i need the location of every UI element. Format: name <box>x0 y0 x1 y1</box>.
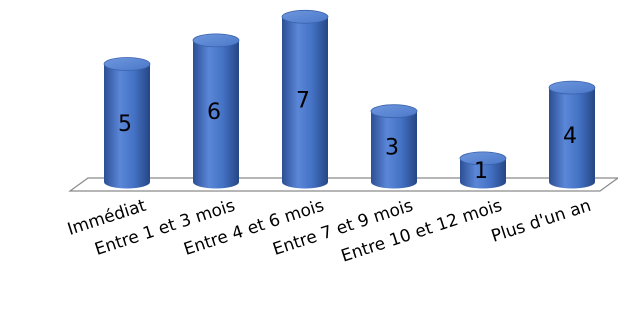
bar-value-label: 7 <box>296 88 310 113</box>
bar-top <box>548 80 596 95</box>
bars-group: 5 6 7 3 1 4 <box>103 9 596 189</box>
bar: 4 <box>548 80 596 189</box>
chart-floor <box>68 177 618 192</box>
bar: 6 <box>192 33 240 189</box>
bar-top <box>281 9 329 24</box>
bar-body <box>193 40 240 189</box>
bar-top <box>459 151 507 166</box>
bar-value-label: 4 <box>563 124 577 149</box>
bar: 1 <box>459 151 507 189</box>
bar: 3 <box>370 104 418 189</box>
category-label: Plus d'un an <box>489 196 594 247</box>
bar-body <box>460 158 506 189</box>
bar-top <box>103 57 151 71</box>
bar-top <box>370 104 418 119</box>
bar-value-label: 3 <box>385 136 399 161</box>
bar-body <box>371 111 417 189</box>
bar-value-label: 1 <box>474 159 488 184</box>
bar-body <box>549 87 595 189</box>
bar-value-label: 5 <box>118 112 132 137</box>
bar-value-label: 6 <box>207 100 221 125</box>
bar-top <box>192 33 240 48</box>
bar: 5 <box>103 57 151 189</box>
bar: 7 <box>281 9 329 189</box>
bar-body <box>104 64 150 189</box>
bar-body <box>282 16 328 189</box>
